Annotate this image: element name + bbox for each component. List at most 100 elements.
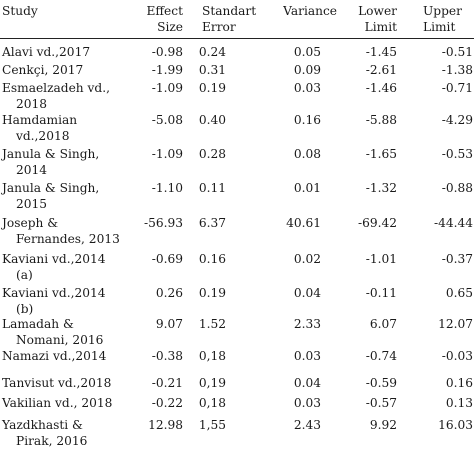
upper-limit-value: -44.44 [433,216,473,230]
effect-size-value: -1.09 [151,81,183,95]
study-name-continued: (b) [16,302,34,316]
effect-size-value: -56.93 [143,216,183,230]
effect-size-value: -5.08 [151,113,183,127]
standard-error-value: 0.28 [198,147,226,161]
effect-size-value: -0.22 [151,396,183,410]
header-variance: Variance [283,4,337,18]
standard-error-value: 0.31 [198,63,226,77]
upper-limit-value: 16.03 [438,418,473,432]
header-standard-error-line2: Error [202,20,236,34]
study-name: Yazdkhasti & [2,418,83,432]
variance-value: 0.16 [293,113,321,127]
lower-limit-value: 6.07 [369,317,397,331]
standard-error-value: 0.40 [198,113,226,127]
effect-size-value: -0.38 [151,349,183,363]
effect-size-value: -1.99 [151,63,183,77]
upper-limit-value: -1.38 [441,63,473,77]
variance-value: 0.03 [293,349,321,363]
study-name: Kaviani vd.,2014 [2,252,106,266]
lower-limit-value: -2.61 [365,63,397,77]
lower-limit-value: 9.92 [369,418,397,432]
study-name: Tanvisut vd.,2018 [2,376,112,390]
variance-value: 0.05 [293,45,321,59]
standard-error-value: 0.19 [198,286,226,300]
study-name: Namazi vd.,2014 [2,349,107,363]
upper-limit-value: -0.51 [441,45,473,59]
study-name-continued: 2015 [16,197,48,211]
standard-error-value: 0.16 [198,252,226,266]
effect-size-value: 0.26 [155,286,183,300]
standard-error-value: 6.37 [198,216,226,230]
lower-limit-value: -1.65 [365,147,397,161]
variance-value: 0.02 [293,252,321,266]
effect-size-value: 12.98 [148,418,183,432]
study-name-continued: Nomani, 2016 [16,333,104,347]
lower-limit-value: -0.59 [365,376,397,390]
upper-limit-value: -0.03 [441,349,473,363]
standard-error-value: 0.19 [198,81,226,95]
variance-value: 0.01 [293,181,321,195]
standard-error-value: 0,19 [198,376,226,390]
lower-limit-value: -1.46 [365,81,397,95]
variance-value: 2.33 [293,317,321,331]
header-lower-limit-line1: Lower [358,4,397,18]
study-name: Esmaelzadeh vd., [2,81,110,95]
header-upper-limit-line1: Upper [423,4,462,18]
upper-limit-value: 0.16 [445,376,473,390]
lower-limit-value: -1.45 [365,45,397,59]
standard-error-value: 1,55 [198,418,226,432]
standard-error-value: 0,18 [198,349,226,363]
study-name: Janula & Singh, [2,147,100,161]
variance-value: 0.09 [293,63,321,77]
effect-size-value: -1.09 [151,147,183,161]
study-name-continued: 2018 [16,97,48,111]
study-name: Joseph & [2,216,59,230]
study-name: Kaviani vd.,2014 [2,286,106,300]
upper-limit-value: -0.88 [441,181,473,195]
study-name-continued: vd.,2018 [16,129,70,143]
header-study: Study [2,4,38,18]
header-effect-size-line2: Size [157,20,183,34]
standard-error-value: 0.11 [198,181,226,195]
header-upper-limit-line2: Limit [423,20,456,34]
effect-size-value: -0.21 [151,376,183,390]
header-standard-error-line1: Standart [202,4,257,18]
variance-value: 0.04 [293,286,321,300]
study-name: Lamadah & [2,317,74,331]
upper-limit-value: -0.71 [441,81,473,95]
effect-size-value: -0.98 [151,45,183,59]
study-name-continued: (a) [16,268,33,282]
upper-limit-value: -0.53 [441,147,473,161]
effect-size-value: -1.10 [151,181,183,195]
lower-limit-value: -0.74 [365,349,397,363]
upper-limit-value: 0.65 [445,286,473,300]
upper-limit-value: -4.29 [441,113,473,127]
lower-limit-value: -69.42 [357,216,397,230]
lower-limit-value: -1.01 [365,252,397,266]
variance-value: 2.43 [293,418,321,432]
header-lower-limit-line2: Limit [364,20,397,34]
study-name-continued: Fernandes, 2013 [16,232,120,246]
upper-limit-value: 12.07 [438,317,473,331]
variance-value: 40.61 [286,216,321,230]
study-name: Vakilian vd., 2018 [2,396,113,410]
study-name: Hamdamian [2,113,78,127]
variance-value: 0.04 [293,376,321,390]
study-name-continued: Pirak, 2016 [16,434,88,448]
header-effect-size-line1: Effect [146,4,184,18]
variance-value: 0.03 [293,81,321,95]
lower-limit-value: -0.11 [365,286,397,300]
standard-error-value: 0,18 [198,396,226,410]
standard-error-value: 0.24 [198,45,226,59]
study-name: Cenkçi, 2017 [2,63,84,77]
study-name: Alavi vd.,2017 [2,45,91,59]
variance-value: 0.03 [293,396,321,410]
effect-size-value: 9.07 [155,317,183,331]
lower-limit-value: -0.57 [365,396,397,410]
header-rule [0,38,474,39]
upper-limit-value: 0.13 [445,396,473,410]
lower-limit-value: -1.32 [365,181,397,195]
study-name-continued: 2014 [16,163,48,177]
standard-error-value: 1.52 [198,317,226,331]
study-name: Janula & Singh, [2,181,100,195]
